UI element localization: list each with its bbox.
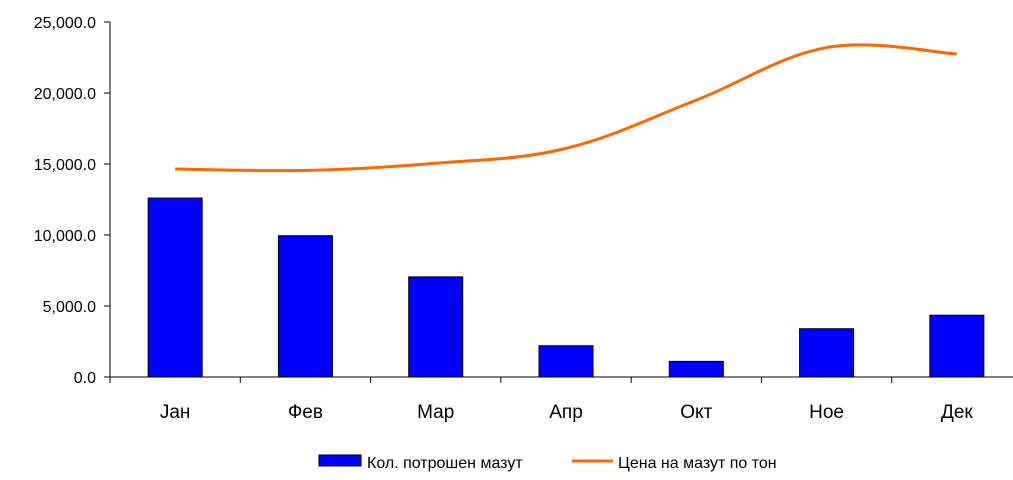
bar: [800, 329, 854, 377]
x-tick-label: Апр: [549, 402, 583, 423]
legend-line-label: Цена на мазут по тон: [618, 455, 777, 472]
plot-area: 0.0 5,000.0 10,000.0 15,000.0 20,000.0 25,000…: [34, 15, 1013, 423]
x-tick-label: Фев: [288, 402, 323, 423]
y-tick-label: 5,000.0: [43, 299, 96, 316]
bar: [409, 277, 463, 377]
price-line: [175, 45, 957, 171]
bar: [930, 315, 984, 377]
y-tick-label: 15,000.0: [34, 157, 96, 174]
y-tick-label: 10,000.0: [34, 228, 96, 245]
bar: [278, 236, 332, 377]
y-tick-label: 25,000.0: [34, 15, 96, 32]
y-tick-label: 0.0: [74, 370, 96, 387]
bar: [669, 361, 723, 377]
x-tick-label: Ное: [809, 402, 844, 423]
legend-bar-swatch: [319, 455, 361, 466]
x-tick-label: Јан: [160, 402, 191, 423]
bar: [148, 198, 202, 377]
legend: Кол. потрошен мазут Цена на мазут по тон: [319, 455, 777, 472]
y-tick-label: 20,000.0: [34, 86, 96, 103]
x-tick-label: Дек: [941, 402, 973, 423]
x-tick-label: Окт: [680, 402, 712, 423]
legend-bar-label: Кол. потрошен мазут: [367, 455, 523, 472]
bar: [539, 346, 593, 377]
x-tick-label: Мар: [417, 402, 454, 423]
